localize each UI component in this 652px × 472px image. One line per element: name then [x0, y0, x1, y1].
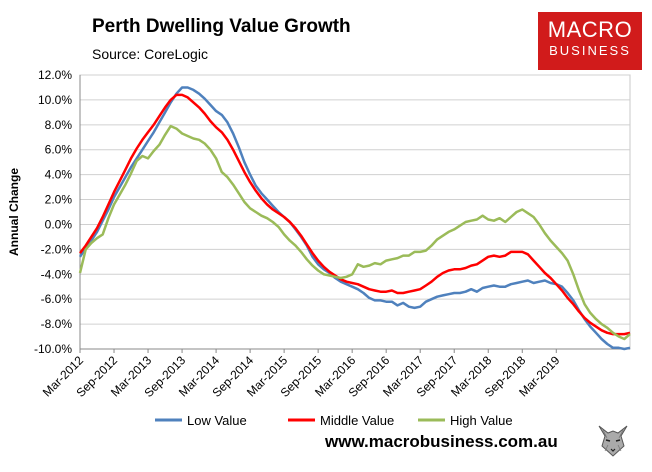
y-axis-label: Annual Change: [7, 168, 21, 256]
y-tick-label: -4.0%: [41, 267, 73, 281]
y-tick-label: 0.0%: [45, 217, 73, 231]
y-tick-label: -8.0%: [41, 317, 73, 331]
chart-source: Source: CoreLogic: [92, 46, 208, 62]
y-tick-label: 12.0%: [38, 68, 72, 82]
y-tick-label: 8.0%: [45, 118, 73, 132]
logo-line-1: MACRO: [547, 17, 633, 42]
logo-line-2: BUSINESS: [549, 43, 631, 58]
legend: Low Value Middle Value High Value: [155, 413, 513, 428]
series-lines: [78, 86, 631, 351]
series-line-middle-value: [79, 93, 631, 336]
x-tick-labels: Mar-2012Sep-2012Mar-2013Sep-2013Mar-2014…: [40, 353, 563, 400]
macrobusiness-logo: MACRO BUSINESS: [538, 12, 642, 70]
y-tick-label: 4.0%: [45, 168, 73, 182]
y-tick-labels: -10.0% -8.0% -6.0% -4.0% -2.0% 0.0% 2.0% 4.0% 6.…: [34, 68, 72, 356]
series-line-low-value: [78, 86, 631, 351]
legend-label: Low Value: [187, 413, 247, 428]
y-tick-label: -2.0%: [41, 242, 73, 256]
y-tick-label: -10.0%: [34, 342, 72, 356]
wolf-logo-icon: [593, 420, 633, 460]
legend-label: Middle Value: [320, 413, 394, 428]
legend-label: High Value: [450, 413, 513, 428]
chart-title: Perth Dwelling Value Growth: [92, 16, 351, 37]
axes: [79, 75, 630, 353]
y-tick-label: 6.0%: [45, 143, 73, 157]
y-tick-label: -6.0%: [41, 292, 73, 306]
y-tick-label: 2.0%: [45, 193, 73, 207]
y-tick-label: 10.0%: [38, 93, 72, 107]
website-url: www.macrobusiness.com.au: [325, 432, 558, 451]
series-line-high-value: [78, 124, 631, 341]
